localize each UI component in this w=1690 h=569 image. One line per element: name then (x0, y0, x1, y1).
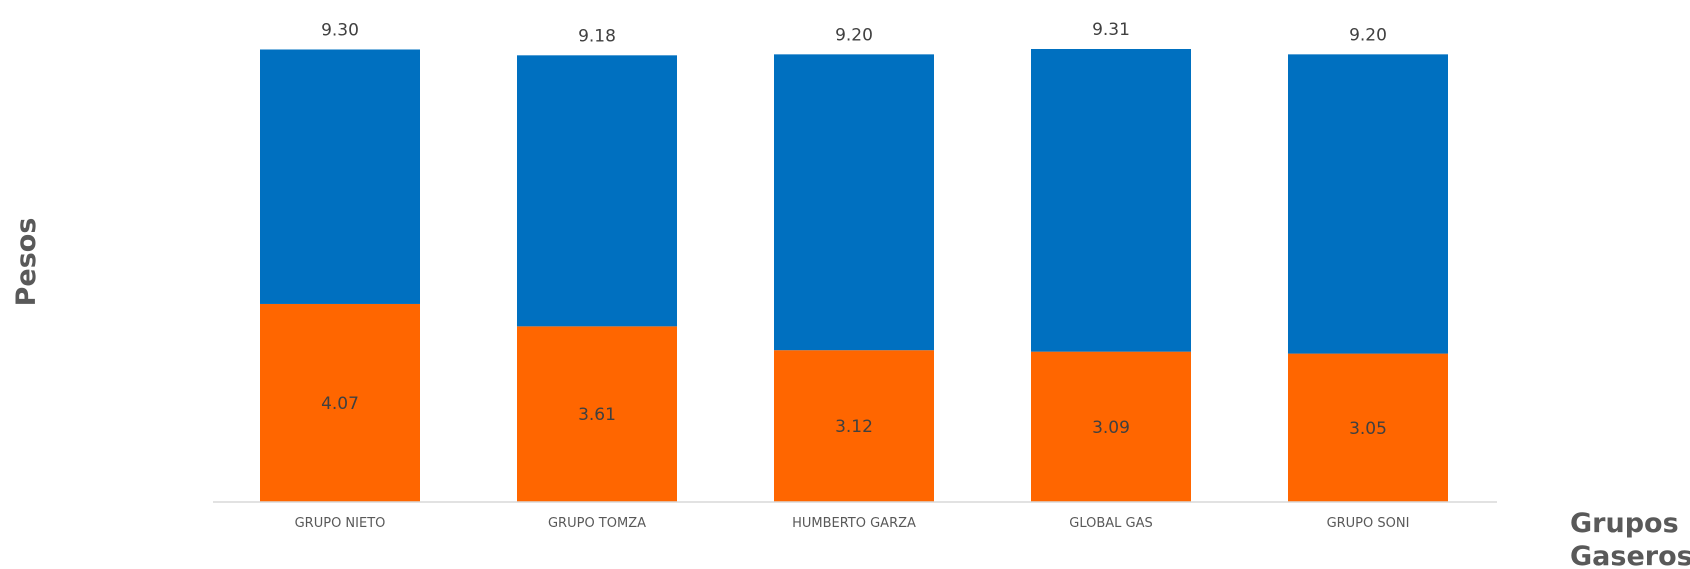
bar-segment-upper-4 (1288, 54, 1448, 354)
data-label-total-4: 9.20 (1349, 25, 1387, 45)
data-label-lower-2: 3.12 (835, 417, 873, 437)
data-label-lower-1: 3.61 (578, 405, 616, 425)
x-tick-label-3: GLOBAL GAS (1069, 516, 1153, 531)
bar-segment-lower-1 (517, 326, 677, 502)
x-tick-label-1: GRUPO TOMZA (548, 516, 646, 531)
data-label-total-1: 9.18 (578, 26, 616, 46)
x-axis-title-line-1: Grupos (1570, 508, 1679, 539)
data-label-lower-3: 3.09 (1092, 418, 1130, 438)
data-label-lower-0: 4.07 (321, 394, 359, 414)
bar-segment-upper-1 (517, 55, 677, 327)
x-tick-label-4: GRUPO SONI (1327, 516, 1410, 531)
data-label-total-3: 9.31 (1092, 20, 1130, 40)
labels-group: 4.07 9.30 3.61 9.18 3.12 9.20 3.09 9.31 3.05 9.20 (321, 20, 1387, 439)
bar-segment-upper-3 (1031, 49, 1191, 352)
x-axis-title-line-2: Gaseros (1570, 541, 1690, 569)
data-label-lower-4: 3.05 (1349, 419, 1387, 439)
bar-segment-upper-2 (774, 54, 934, 351)
bar-segment-lower-4 (1288, 353, 1448, 502)
y-axis-title: Pesos (11, 218, 42, 307)
bar-segment-lower-2 (774, 350, 934, 502)
data-label-total-0: 9.30 (321, 20, 359, 40)
x-tick-label-0: GRUPO NIETO (295, 516, 386, 531)
bars-group (260, 49, 1448, 502)
x-tick-label-2: HUMBERTO GARZA (792, 516, 916, 531)
x-tick-labels: GRUPO NIETO GRUPO TOMZA HUMBERTO GARZA GLOB… (295, 516, 1410, 531)
data-label-total-2: 9.20 (835, 25, 873, 45)
bar-segment-lower-0 (260, 303, 420, 502)
bar-segment-lower-3 (1031, 351, 1191, 502)
bar-segment-upper-0 (260, 49, 420, 304)
